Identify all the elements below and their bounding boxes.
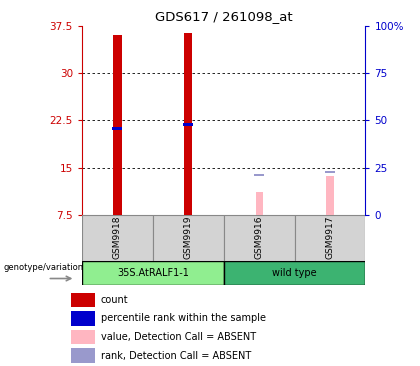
Text: wild type: wild type [272,268,317,278]
Bar [183,123,193,126]
Bar [71,330,94,344]
Bar [82,215,153,261]
Text: value, Detection Call = ABSENT: value, Detection Call = ABSENT [101,332,256,342]
Title: GDS617 / 261098_at: GDS617 / 261098_at [155,10,292,23]
Bar [255,191,262,215]
Text: genotype/variation: genotype/variation [3,263,84,272]
Bar [184,33,192,215]
Text: GSM9916: GSM9916 [255,216,264,259]
Text: percentile rank within the sample: percentile rank within the sample [101,314,266,324]
Bar [71,311,94,326]
Text: GSM9917: GSM9917 [326,216,334,259]
Text: count: count [101,295,129,305]
Bar [326,176,333,215]
Bar [224,261,365,285]
Bar [82,261,224,285]
Bar [112,127,123,130]
Text: GSM9919: GSM9919 [184,216,193,259]
Text: GSM9918: GSM9918 [113,216,122,259]
Bar [71,348,94,363]
Bar [153,215,224,261]
Bar [71,293,94,307]
Bar [326,171,335,173]
Text: 35S.AtRALF1-1: 35S.AtRALF1-1 [117,268,189,278]
Text: rank, Detection Call = ABSENT: rank, Detection Call = ABSENT [101,351,251,361]
Bar [255,174,264,176]
Bar [294,215,365,261]
Bar [224,215,294,261]
Bar [113,35,122,215]
